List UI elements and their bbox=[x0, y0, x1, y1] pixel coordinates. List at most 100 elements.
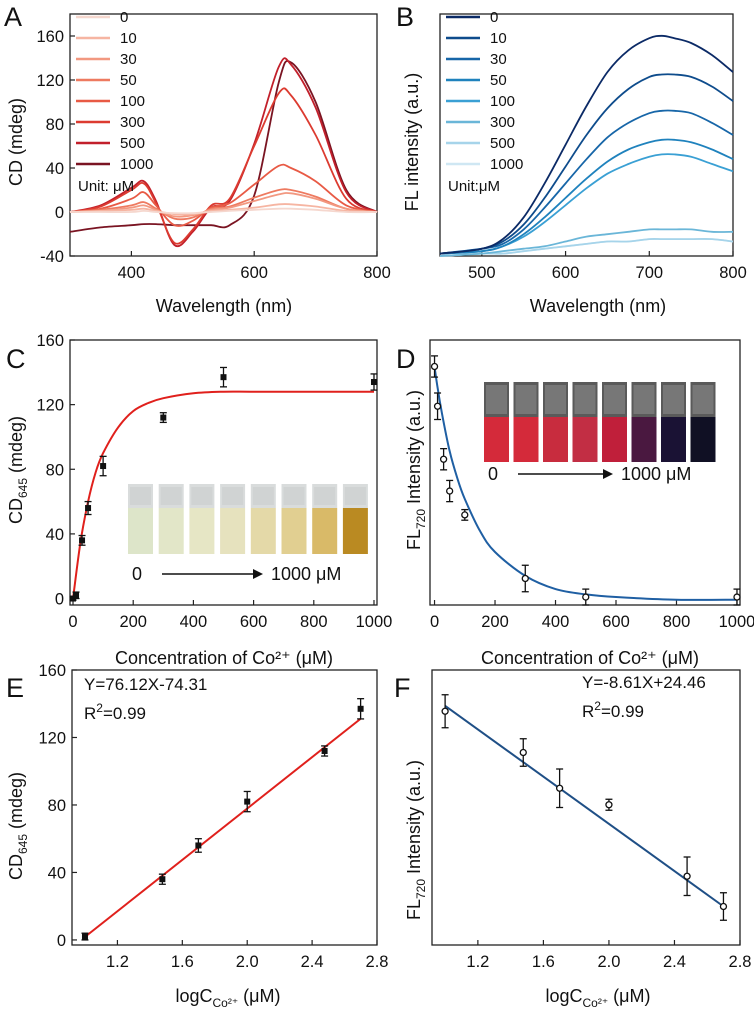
panel-c-data-point bbox=[79, 537, 86, 544]
panel-d-vial-glass bbox=[486, 385, 507, 414]
panel-a-y-tick-label: 0 bbox=[55, 204, 64, 222]
panel-d-ylabel-sub: 720 bbox=[414, 509, 428, 529]
panel-f-ylabel: FL720 Intensity (a.u.) bbox=[404, 760, 428, 920]
panel-b-series-line-10 bbox=[439, 73, 734, 255]
panel-d-inset-arrow-head bbox=[603, 469, 613, 479]
panel-e-y-tick-label: 40 bbox=[48, 864, 66, 882]
panel-a-legend-label: 1000 bbox=[120, 156, 153, 173]
panel-c-ylabel-tail: (mdeg) bbox=[6, 416, 26, 478]
panel-f-xlabel-tail: (μM) bbox=[608, 986, 650, 1006]
panel-d-vial-glass bbox=[633, 385, 655, 414]
panel-f-data-point bbox=[719, 902, 728, 911]
panel-f-equation: Y=-8.61X+24.46 bbox=[582, 673, 706, 692]
panel-f-r-squared: R2=0.99 bbox=[582, 699, 644, 721]
panel-a-y-tick-label: 160 bbox=[36, 28, 64, 46]
panel-b-series-line-0 bbox=[439, 34, 734, 255]
panel-c-vial-glass bbox=[191, 487, 213, 505]
panel-d-ylabel: FL720 Intensity (a.u.) bbox=[404, 390, 428, 550]
panel-c-data-point bbox=[85, 505, 92, 512]
panel-b-legend-label: 0 bbox=[490, 9, 498, 26]
panel-f-xlabel: logCCo²⁺ (μM) bbox=[545, 986, 650, 1010]
panel-a-series-line-100 bbox=[69, 163, 378, 227]
panel-d-data-point bbox=[433, 402, 442, 410]
panel-e-equation: Y=76.12X-74.31 bbox=[84, 675, 207, 694]
panel-a-legend-label: 30 bbox=[120, 51, 137, 68]
panel-d-vial-solution bbox=[572, 417, 598, 462]
panel-d: D FL720 Intensity (a.u.) Concentration o… bbox=[396, 339, 754, 668]
panel-c-data-point bbox=[100, 463, 107, 470]
panel-d-data-point bbox=[521, 574, 529, 583]
panel-a-legend-label: 50 bbox=[120, 72, 137, 89]
panel-d-vial-glass bbox=[545, 385, 566, 414]
panel-e-ylabel-sub: 645 bbox=[16, 834, 30, 854]
panel-e-x-tick-label: 1.6 bbox=[171, 953, 194, 971]
panel-d-data-point bbox=[582, 593, 590, 601]
panel-a-plot-frame bbox=[69, 13, 378, 257]
panel-a-x-tick-label: 400 bbox=[118, 264, 146, 282]
panel-d-vial-glass bbox=[692, 385, 714, 414]
panel-e-ylabel-main: CD bbox=[6, 854, 26, 880]
panel-e-y-tick-label: 120 bbox=[38, 729, 66, 747]
panel-d-vial-solution bbox=[602, 417, 627, 462]
panel-d-vial-solution bbox=[661, 417, 686, 462]
panel-a-y-tick-label: -40 bbox=[40, 248, 64, 266]
panel-d-fit-curve bbox=[433, 366, 738, 601]
panel-a-legend-label: 0 bbox=[120, 9, 128, 26]
panel-c-ylabel: CD645 (mdeg) bbox=[6, 416, 30, 524]
panel-e-r-squared-main: R bbox=[84, 704, 96, 723]
panel-a-series-line-1000 bbox=[69, 60, 378, 233]
panel-c-x-tick-label: 200 bbox=[119, 613, 147, 631]
panel-e-x-tick-label: 2.8 bbox=[366, 953, 389, 971]
panel-b-legend-label: 1000 bbox=[490, 156, 523, 173]
panel-b-legend-label: 100 bbox=[490, 93, 515, 110]
panel-c-ylabel-main: CD bbox=[6, 498, 26, 524]
panel-f-r-squared-sup: 2 bbox=[594, 699, 601, 713]
panel-d-x-tick-label: 600 bbox=[602, 613, 630, 631]
panel-c-inset-arrow-head bbox=[253, 569, 263, 579]
panel-c-inset-start-label: 0 bbox=[132, 564, 142, 584]
panel-d-xlabel: Concentration of Co²⁺ (μM) bbox=[481, 648, 699, 668]
panel-f-x-tick-label: 1.6 bbox=[532, 953, 555, 971]
panel-d-data-point bbox=[461, 511, 469, 519]
panel-b-legend-unit: Unit:μM bbox=[448, 178, 500, 195]
panel-c-y-tick-label: 120 bbox=[36, 397, 64, 415]
panel-b-xlabel: Wavelength (nm) bbox=[530, 296, 666, 316]
panel-c-inset-end-label: 1000 μM bbox=[271, 564, 341, 584]
panel-e-letter: E bbox=[6, 673, 24, 703]
panel-b-x-tick-label: 500 bbox=[468, 264, 496, 282]
panel-d-inset-start-label: 0 bbox=[488, 464, 498, 484]
panel-e-r-squared-sup: 2 bbox=[96, 701, 103, 715]
panel-c-y-tick-label: 0 bbox=[55, 591, 64, 609]
panel-e-data-point bbox=[195, 842, 202, 849]
panel-b-series-line-500 bbox=[439, 238, 734, 257]
panel-d-vial-solution bbox=[484, 417, 509, 462]
panel-b: B FL intensity (a.u.) Wavelength (nm) 50… bbox=[396, 2, 747, 316]
panel-b-x-tick-label: 700 bbox=[636, 264, 664, 282]
panel-b-legend-label: 30 bbox=[490, 51, 507, 68]
panel-c-vial-solution bbox=[189, 508, 215, 554]
panel-a-xlabel: Wavelength (nm) bbox=[156, 296, 292, 316]
panel-d-x-tick-label: 1000 bbox=[719, 613, 754, 631]
panel-b-letter: B bbox=[396, 2, 414, 32]
panel-d-x-tick-label: 400 bbox=[542, 613, 570, 631]
panel-c-x-tick-label: 1000 bbox=[356, 613, 393, 631]
panel-c-data-point bbox=[370, 379, 377, 386]
panel-c-x-tick-label: 800 bbox=[300, 613, 328, 631]
panel-c-data-point bbox=[220, 374, 227, 381]
panel-c-vial-solution bbox=[220, 508, 246, 554]
panel-d-data-point bbox=[439, 455, 448, 463]
panel-e-fit-curve bbox=[84, 717, 362, 938]
panel-d-vial-glass bbox=[515, 385, 537, 414]
panel-c: C CD645 (mdeg) Concentration of Co²⁺ (μM… bbox=[6, 332, 392, 668]
panel-f: F FL720 Intensity (a.u.) logCCo²⁺ (μM) 1… bbox=[394, 669, 751, 1010]
panel-a-legend-label: 500 bbox=[120, 135, 145, 152]
panel-b-series-line-30 bbox=[439, 109, 734, 255]
panel-d-vial-glass bbox=[663, 385, 684, 414]
panel-f-xlabel-sub: Co²⁺ bbox=[583, 996, 609, 1010]
panel-b-legend-label: 50 bbox=[490, 72, 507, 89]
panel-a-series-line-10 bbox=[69, 203, 378, 216]
panel-b-x-tick-label: 800 bbox=[719, 264, 747, 282]
panel-a-legend-label: 100 bbox=[120, 93, 145, 110]
panel-c-x-tick-label: 400 bbox=[180, 613, 208, 631]
panel-d-data-point bbox=[733, 593, 741, 601]
